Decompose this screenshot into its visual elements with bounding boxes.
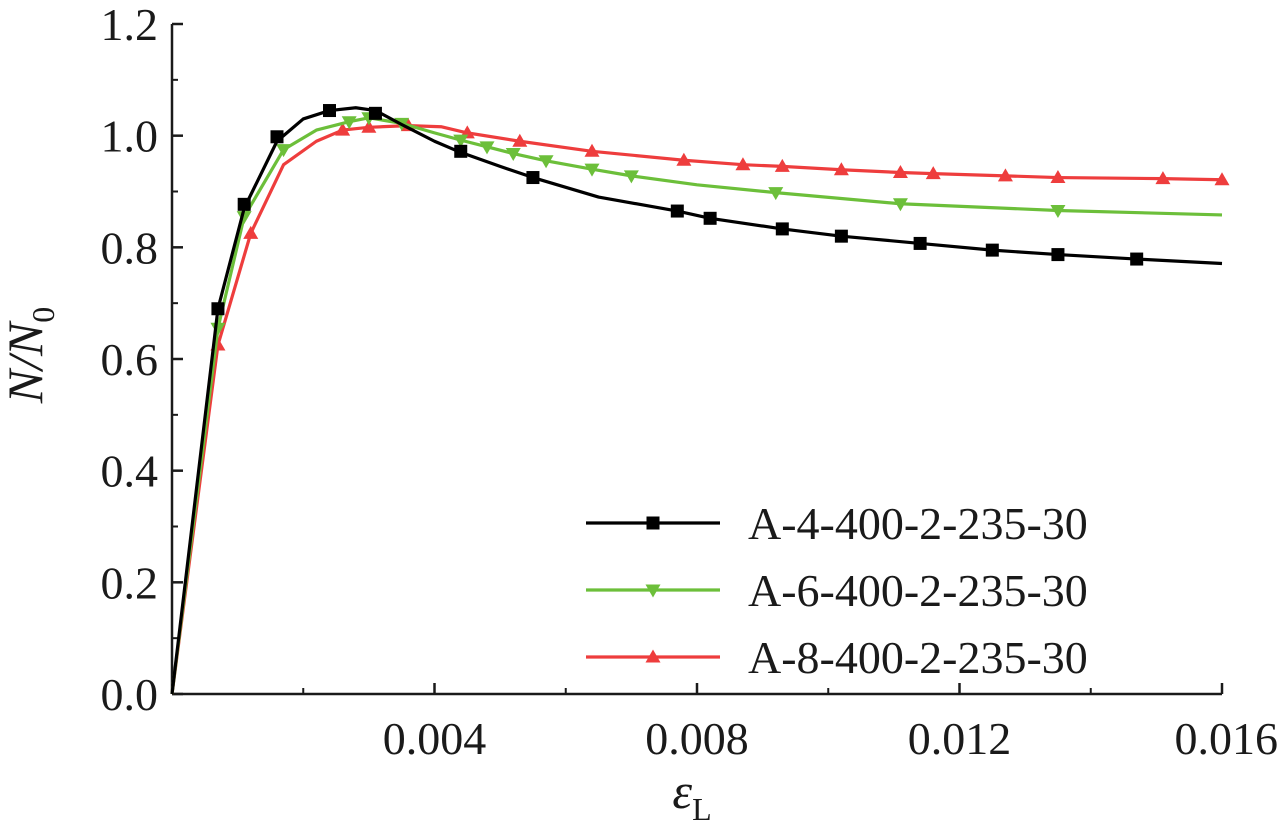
data-point xyxy=(892,165,908,179)
data-point xyxy=(211,302,225,316)
axes: 0.0 0.2 0.4 0.6 0.8 1.0 1.2 0.004 0.008 0.012 0.01… xyxy=(101,0,1279,764)
x-tick-label: 0.012 xyxy=(908,713,1012,764)
data-point xyxy=(985,243,999,257)
data-point xyxy=(1050,170,1066,184)
y-tick-label: 0.4 xyxy=(101,446,159,497)
data-point xyxy=(646,516,660,530)
y-axis-label-main: N/N xyxy=(0,320,53,404)
data-point xyxy=(237,197,251,211)
legend: A-4-400-2-235-30 A-6-400-2-235-30 A-8-400-… xyxy=(586,498,1088,683)
data-point xyxy=(584,163,600,177)
data-point xyxy=(834,229,848,243)
data-point xyxy=(341,116,357,130)
data-point xyxy=(243,225,259,239)
legend-label: A-4-400-2-235-30 xyxy=(748,498,1088,549)
data-point xyxy=(538,155,554,169)
y-axis-label-sub: 0 xyxy=(25,307,61,323)
data-point xyxy=(913,236,927,250)
data-point xyxy=(833,162,849,176)
data-point xyxy=(479,141,495,155)
data-point xyxy=(703,211,717,225)
data-point xyxy=(670,204,684,218)
data-point xyxy=(454,144,468,158)
y-tick-label: 0.0 xyxy=(101,669,159,720)
x-tick-label: 0.016 xyxy=(1175,713,1279,764)
y-tick-label: 1.0 xyxy=(101,111,159,162)
data-point xyxy=(323,104,336,118)
data-point xyxy=(925,166,941,180)
data-point xyxy=(735,157,751,171)
data-point xyxy=(453,134,469,148)
legend-item: A-8-400-2-235-30 xyxy=(586,632,1088,683)
data-point xyxy=(768,187,784,201)
x-tick-label: 0.004 xyxy=(383,713,487,764)
data-point xyxy=(512,133,528,147)
data-point xyxy=(335,122,351,136)
legend-label: A-8-400-2-235-30 xyxy=(748,632,1088,683)
data-point xyxy=(368,106,382,120)
y-tick-label: 0.2 xyxy=(101,557,159,608)
series-line xyxy=(170,124,1223,695)
data-point xyxy=(1214,172,1230,186)
data-point xyxy=(1050,204,1066,218)
legend-item: A-4-400-2-235-30 xyxy=(586,498,1088,549)
data-point xyxy=(276,144,292,158)
data-point xyxy=(584,143,600,157)
data-point xyxy=(623,170,639,184)
data-point xyxy=(1051,248,1065,262)
data-point xyxy=(236,211,252,225)
series-2 xyxy=(170,112,1223,695)
data-point xyxy=(892,198,908,212)
data-point xyxy=(676,152,692,166)
data-point xyxy=(645,584,661,598)
y-tick-label: 1.2 xyxy=(101,0,159,50)
x-axis-label-main: ε xyxy=(672,763,692,819)
data-point xyxy=(270,130,284,144)
data-point xyxy=(361,119,377,133)
x-axis-label: εL xyxy=(672,763,711,827)
data-point xyxy=(210,322,226,336)
data-point xyxy=(1130,252,1144,266)
data-point xyxy=(775,222,789,236)
legend-label: A-6-400-2-235-30 xyxy=(748,565,1088,616)
data-point xyxy=(1155,171,1171,185)
y-tick-label: 0.8 xyxy=(101,222,159,273)
x-axis-label-sub: L xyxy=(692,791,712,827)
series-line xyxy=(170,106,1223,695)
data-point xyxy=(526,171,540,185)
legend-item: A-6-400-2-235-30 xyxy=(586,565,1088,616)
data-point xyxy=(774,158,790,172)
data-point xyxy=(505,148,521,162)
y-tick-label: 0.6 xyxy=(101,334,159,385)
x-tick-label: 0.008 xyxy=(645,713,749,764)
data-point xyxy=(645,649,661,663)
y-axis-label: N/N0 xyxy=(0,307,61,405)
axis-labels: N/N0 εL xyxy=(0,307,712,827)
series-layer xyxy=(170,104,1230,695)
series-1 xyxy=(170,104,1223,695)
data-point xyxy=(997,168,1013,182)
